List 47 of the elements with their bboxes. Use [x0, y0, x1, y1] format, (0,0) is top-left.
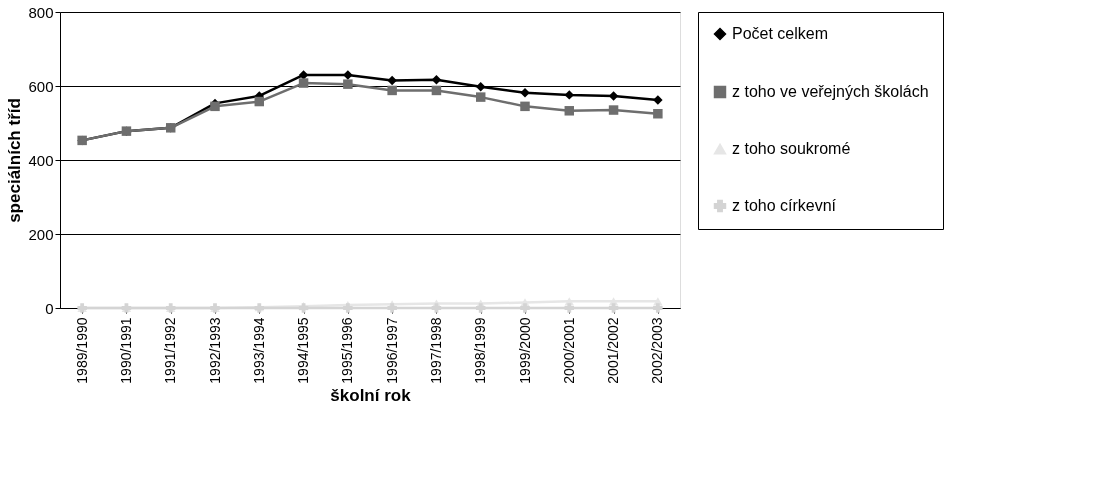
legend-label: z toho ve veřejných školách — [732, 83, 929, 100]
x-tick-label: 2002/2003 — [649, 317, 666, 384]
legend-label: z toho církevní — [732, 197, 837, 214]
x-tick-label: 1999/2000 — [516, 317, 533, 384]
y-tick-label: 0 — [45, 299, 54, 317]
point — [431, 303, 442, 313]
point — [520, 101, 530, 112]
point — [475, 303, 486, 313]
point — [564, 303, 575, 313]
y-tick-label: 800 — [28, 3, 54, 21]
point — [520, 303, 530, 313]
x-tick-label: 1993/1994 — [250, 317, 267, 384]
x-tick-label: 1998/1999 — [472, 317, 489, 384]
point — [653, 303, 663, 313]
x-tick-label: 1992/1993 — [206, 317, 223, 384]
point — [653, 109, 663, 119]
point — [475, 92, 486, 102]
legend-label: z toho soukromé — [732, 140, 851, 157]
x-tick-label: 1996/1997 — [383, 317, 400, 384]
point — [564, 106, 575, 116]
x-tick-label: 1994/1995 — [295, 317, 312, 384]
point — [343, 79, 353, 89]
y-tick-label: 400 — [28, 151, 54, 169]
x-tick-label: 1990/1991 — [117, 317, 134, 384]
point — [608, 303, 619, 313]
x-tick-label: 1995/1996 — [339, 317, 356, 384]
x-tick-label: 1997/1998 — [427, 317, 444, 384]
y-axis-title: speciálních tříd — [5, 98, 25, 223]
point — [431, 74, 442, 85]
x-axis-title: školní rok — [330, 385, 412, 405]
legend-label: Počet celkem — [732, 25, 829, 42]
point — [387, 75, 397, 86]
x-tick-label: 1989/1990 — [73, 317, 90, 384]
point — [387, 85, 397, 96]
point — [520, 87, 530, 98]
point — [431, 85, 442, 96]
y-tick-label: 600 — [28, 77, 54, 95]
point — [608, 105, 619, 115]
x-tick-label: 2001/2002 — [605, 317, 622, 384]
point — [254, 96, 265, 107]
y-tick-label: 200 — [28, 225, 54, 243]
point — [298, 78, 309, 88]
point — [298, 70, 309, 80]
x-tick-label: 2000/2001 — [560, 317, 577, 384]
point — [387, 303, 397, 313]
x-tick-label: 1991/1992 — [162, 317, 179, 384]
point — [475, 82, 486, 92]
